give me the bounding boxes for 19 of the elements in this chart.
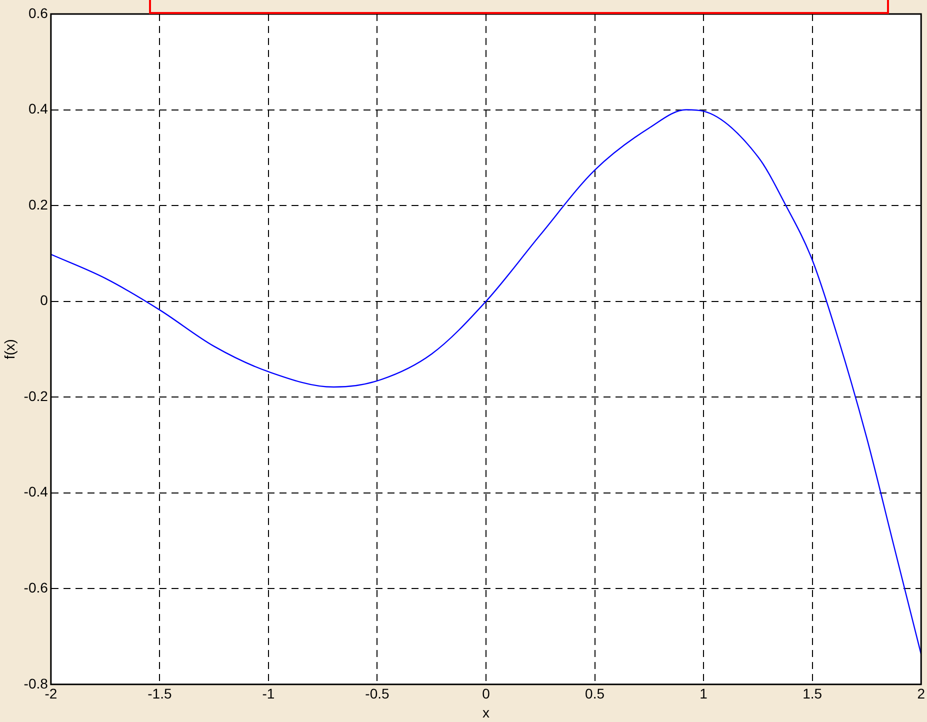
x-tick-label: 1.5 bbox=[802, 686, 822, 702]
x-axis-title: x bbox=[482, 704, 490, 720]
y-tick-label: 0 bbox=[40, 292, 48, 308]
y-axis-title: f(x) bbox=[1, 339, 18, 360]
x-tick-label: 1 bbox=[700, 686, 708, 702]
x-tick-label: -1.5 bbox=[148, 686, 172, 702]
y-tick-label: -0.4 bbox=[24, 484, 48, 500]
y-tick-label: 0.2 bbox=[28, 196, 48, 212]
x-tick-label: -0.5 bbox=[365, 686, 390, 702]
y-tick-label: 0.4 bbox=[28, 100, 48, 117]
x-tick-label: 0 bbox=[482, 686, 490, 702]
x-tick-label: 0.5 bbox=[585, 686, 605, 702]
x-tick-label: 2 bbox=[917, 686, 926, 702]
y-tick-label: -0.2 bbox=[24, 388, 48, 404]
y-tick-label: -0.8 bbox=[24, 675, 48, 692]
line-series bbox=[50, 109, 922, 655]
y-tick-label: -0.6 bbox=[24, 579, 48, 596]
x-tick-label: -1 bbox=[262, 686, 275, 702]
y-tick-label: 0.6 bbox=[28, 4, 48, 21]
